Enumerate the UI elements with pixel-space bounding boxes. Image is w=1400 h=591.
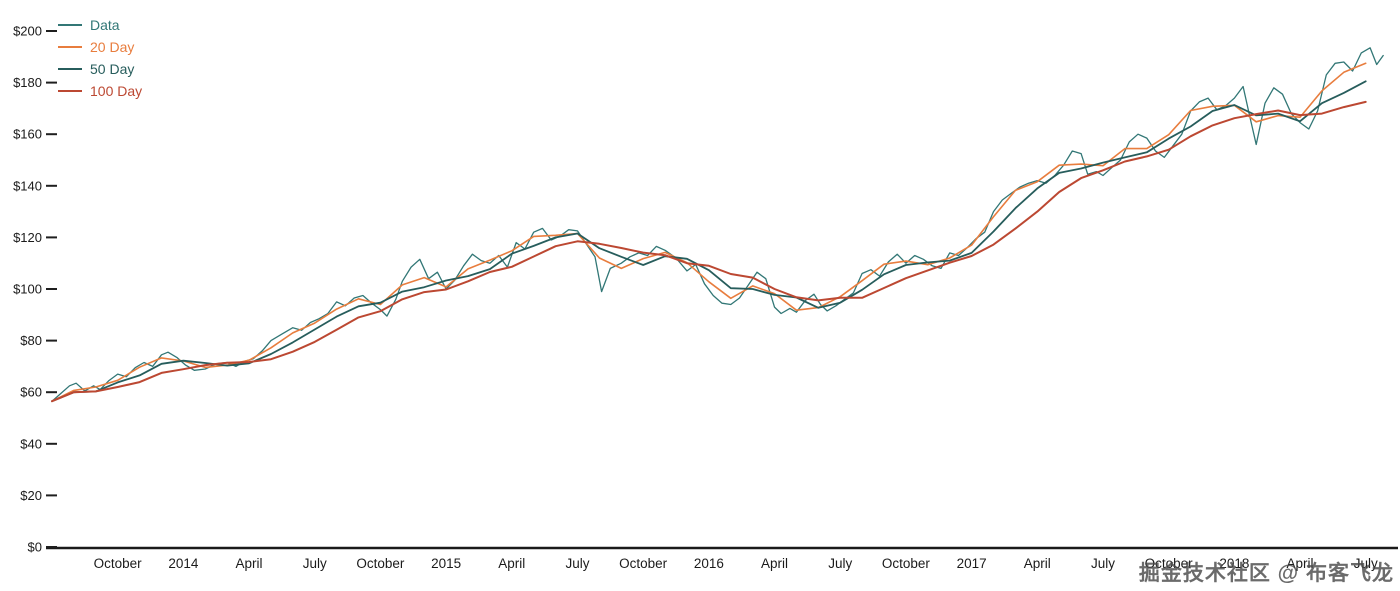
y-axis-tick-label: $100 <box>13 282 42 297</box>
x-axis-tick-label: 2014 <box>168 556 199 571</box>
legend-label: 50 Day <box>90 61 135 77</box>
x-axis-tick-label: October <box>1145 556 1194 571</box>
x-axis-tick-label: July <box>1091 556 1115 571</box>
y-axis-tick-label: $200 <box>13 24 42 39</box>
y-axis-tick-label: $20 <box>20 488 42 503</box>
x-axis-tick-label: July <box>565 556 589 571</box>
x-axis-tick-label: July <box>1354 556 1378 571</box>
x-axis-tick-label: October <box>619 556 668 571</box>
legend-item-50-day: 50 Day <box>58 58 142 80</box>
series-line-50-day <box>51 80 1367 403</box>
x-axis-tick-label: 2018 <box>1219 556 1249 571</box>
x-axis-tick-label: October <box>94 556 143 571</box>
series-line-data <box>51 47 1384 402</box>
x-axis-tick-label: 2015 <box>431 556 461 571</box>
x-axis-tick-label: July <box>828 556 852 571</box>
y-axis-tick-label: $60 <box>20 385 42 400</box>
chart-legend: Data 20 Day 50 Day 100 Day <box>58 14 142 102</box>
x-axis-tick-label: April <box>761 556 788 571</box>
series-line-20-day <box>51 62 1367 402</box>
legend-item-20-day: 20 Day <box>58 36 142 58</box>
legend-item-data: Data <box>58 14 142 36</box>
y-axis-tick-label: $40 <box>20 436 42 451</box>
x-axis-tick-label: April <box>236 556 263 571</box>
y-axis-tick-label: $120 <box>13 230 42 245</box>
y-axis-tick-label: $0 <box>28 540 42 555</box>
x-axis-tick-label: October <box>356 556 405 571</box>
x-axis-tick-label: 2017 <box>957 556 987 571</box>
legend-line-swatch <box>58 68 82 70</box>
x-axis-tick-label: 2016 <box>694 556 724 571</box>
y-axis-tick-label: $140 <box>13 178 42 193</box>
x-axis-tick-label: April <box>498 556 525 571</box>
legend-line-swatch <box>58 46 82 48</box>
x-axis-tick-label: April <box>1024 556 1051 571</box>
legend-item-100-day: 100 Day <box>58 80 142 102</box>
y-axis-tick-label: $180 <box>13 75 42 90</box>
x-axis-tick-label: October <box>882 556 931 571</box>
legend-label: Data <box>90 17 120 33</box>
legend-label: 100 Day <box>90 83 143 99</box>
x-axis-tick-label: April <box>1287 556 1314 571</box>
series-line-100-day <box>51 100 1367 403</box>
y-axis-tick-label: $80 <box>20 333 42 348</box>
x-axis-tick-label: July <box>303 556 327 571</box>
legend-line-swatch <box>58 24 82 26</box>
y-axis-tick-label: $160 <box>13 127 42 142</box>
legend-label: 20 Day <box>90 39 135 55</box>
legend-line-swatch <box>58 90 82 92</box>
